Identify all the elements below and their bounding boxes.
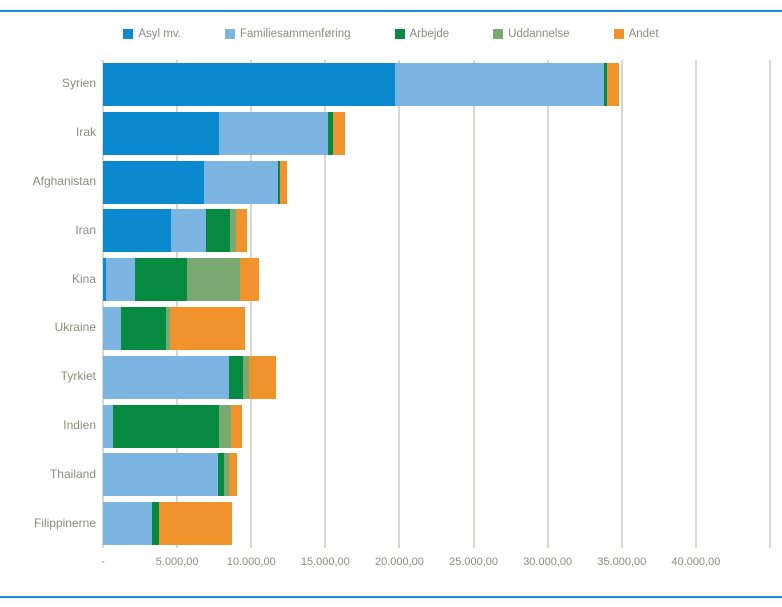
bar-segment [606,62,619,106]
top-border-line [0,10,782,12]
legend-label: Arbejde [409,28,450,40]
gridline [546,60,549,548]
gridline [472,60,475,548]
bar-segment [151,502,160,546]
bar-segment [236,209,247,253]
category-label: Filippinerne [33,515,96,530]
legend-item: Asyl mv. [123,28,181,40]
category-label: Kina [71,271,96,286]
bar-segment [240,258,259,302]
legend-swatch-icon [613,29,624,39]
category-label: Irak [75,125,96,140]
legend-label: Familiesammenføring [239,28,351,40]
x-axis-tick-label: 5.000,00 [155,556,199,568]
bar-segment [230,209,237,253]
x-axis-tick-label: - [101,556,105,568]
legend-item: Familiesammenføring [224,28,351,40]
bar-segment [231,404,243,448]
legend-item: Uddannelse [493,28,570,40]
gridline [620,60,623,548]
category-label: Iran [75,222,96,237]
bar-segment [228,453,238,497]
x-axis-tick-label: 15.000,00 [300,556,350,568]
bar-segment [134,258,187,302]
category-label: Thailand [49,466,96,481]
bar-segment [219,111,329,155]
category-label: Indien [63,418,96,432]
bar-segment [218,404,232,448]
bottom-border-line [0,596,782,598]
gridline [176,60,179,548]
x-axis-tick-label: 25.000,00 [449,556,499,568]
legend-label: Andet [628,28,659,40]
gridline [324,60,327,548]
bar-segment [103,453,218,497]
bar-segment [103,355,229,399]
category-label: Syrien [61,76,96,91]
bar-segment [248,355,276,399]
legend: Asyl mv. Familiesammenføring Arbejde Uddann… [0,28,782,40]
gridline [694,60,697,548]
bar-segment [394,62,604,106]
bar-segment [206,209,231,253]
legend-swatch-icon [224,29,235,39]
legend-swatch-icon [123,29,134,39]
bar-segment [103,258,106,302]
gridline [769,60,771,548]
bar-segment [603,62,607,106]
bar-segment [328,111,334,155]
bar-segment [165,306,170,350]
x-axis-tick-label: 10.000,00 [226,556,276,568]
legend-swatch-icon [493,29,504,39]
gridline [102,60,104,548]
gridline [250,60,253,548]
gridline [398,60,401,548]
category-label: Ukraine [54,320,96,335]
bar-segment [186,258,241,302]
bar-segment [243,355,249,399]
legend-swatch-icon [394,29,405,39]
legend-item: Arbejde [394,28,450,40]
bar-segment [280,160,287,204]
bar-segment [113,404,219,448]
category-label: Tyrkiet [60,369,96,384]
legend-label: Asyl mv. [138,28,181,40]
bar-segment [217,453,224,497]
bar-segment [169,306,246,350]
x-axis-tick-label: 35.000,00 [597,556,647,568]
x-axis-tick-label: 20.000,00 [374,556,424,568]
bar-segment [103,62,395,106]
bar-segment [203,160,278,204]
bar-segment [103,160,204,204]
bar-segment [103,209,172,253]
bar-segment [103,306,121,350]
legend-item: Andet [613,28,659,40]
bar-segment [103,502,152,546]
x-axis-tick-label: 40.000,00 [671,556,721,568]
bar-segment [105,258,135,302]
bar-segment [171,209,206,253]
x-axis-tick-label: 30.000,00 [523,556,573,568]
bar-segment [277,160,281,204]
bar-segment [333,111,346,155]
bar-segment [228,355,244,399]
bar-segment [223,453,229,497]
bar-segment [159,502,232,546]
bar-segment [103,111,220,155]
bar-segment [103,404,114,448]
category-label: Afghanistan [32,174,96,188]
bar-segment [120,306,166,350]
legend-label: Uddannelse [508,28,570,40]
